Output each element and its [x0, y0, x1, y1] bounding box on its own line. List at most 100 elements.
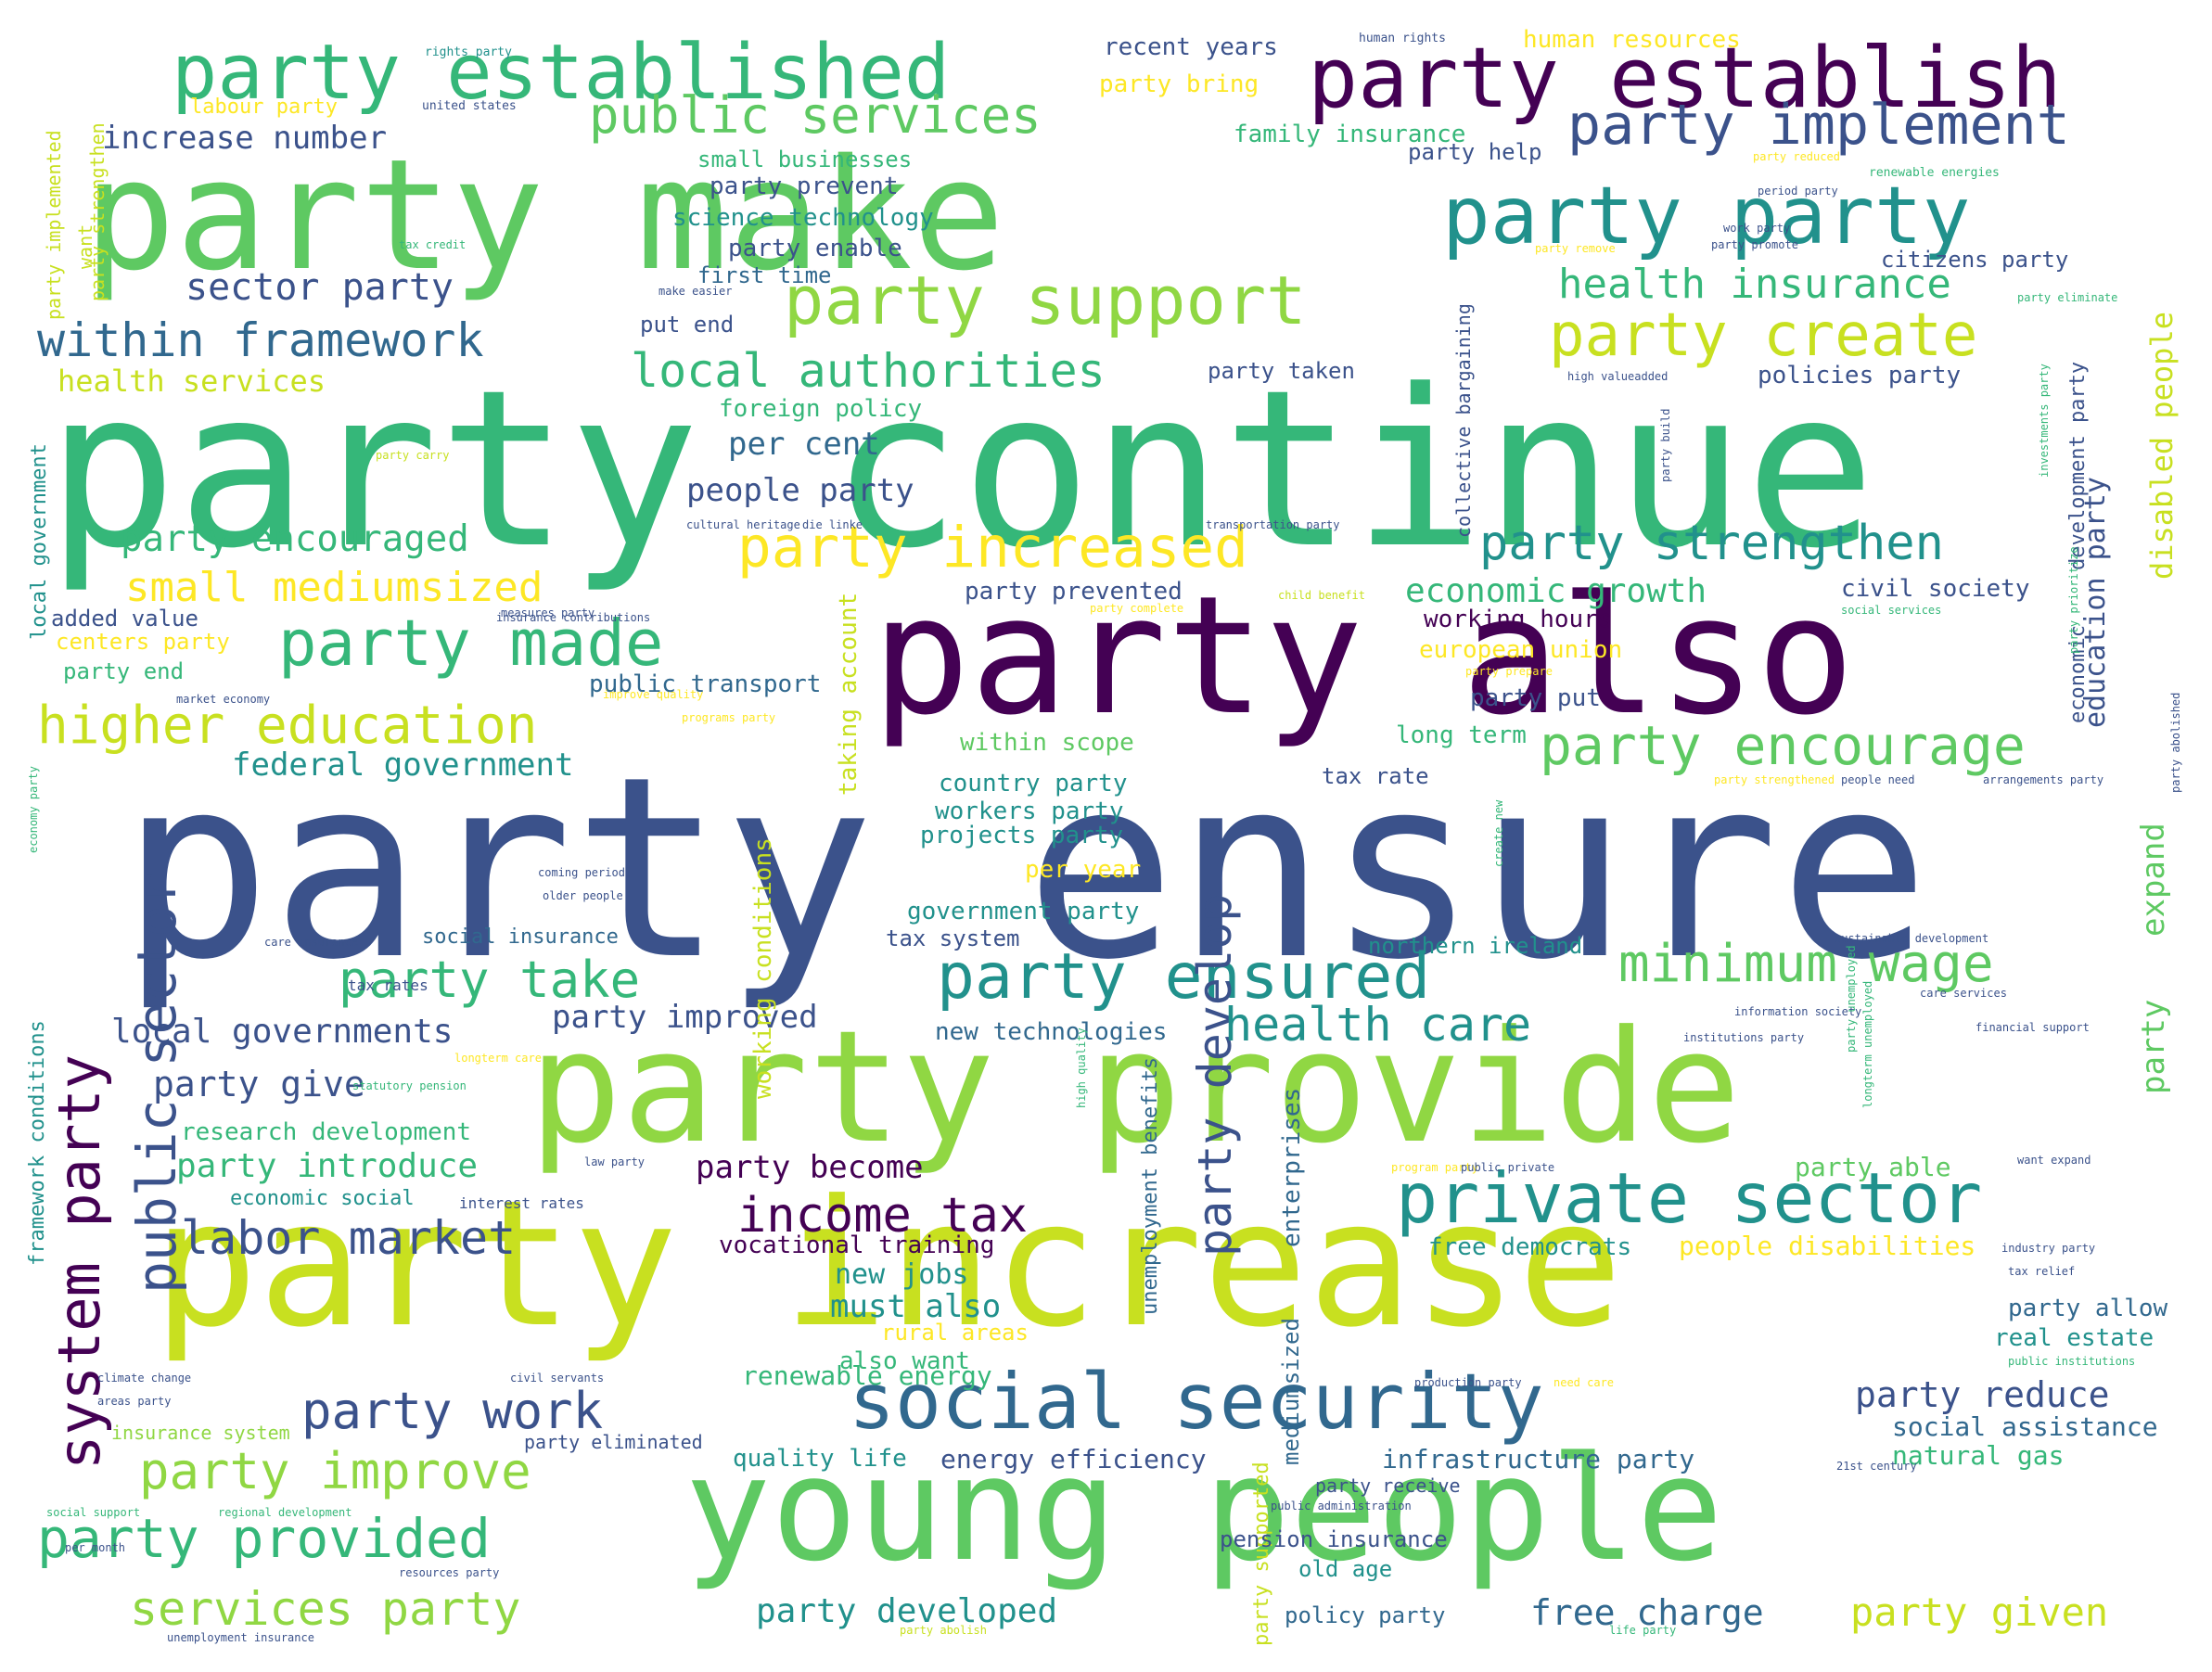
word: public transport [589, 670, 822, 698]
word: party implement [1567, 93, 2070, 158]
word: first time [697, 262, 832, 288]
word: party complete [1090, 602, 1184, 615]
word: free democrats [1428, 1233, 1632, 1261]
word: free charge [1530, 1592, 1764, 1633]
word: longterm care [454, 1052, 542, 1065]
word: climate change [97, 1372, 192, 1385]
word: party prioritize [2067, 546, 2080, 654]
word: local authorities [631, 344, 1106, 398]
word: older people [543, 889, 623, 902]
word: party abolish [900, 1624, 987, 1637]
word: party prevent [710, 172, 899, 200]
word: labour party [190, 96, 338, 119]
word: party also [872, 561, 1855, 751]
word: pension insurance [1220, 1526, 1448, 1552]
word: economy party [27, 766, 40, 853]
word: make easier [658, 285, 733, 298]
word: improve quality [603, 688, 704, 701]
word: research development [181, 1118, 472, 1146]
word: measures party [501, 606, 595, 619]
word: energy efficiency [940, 1444, 1207, 1474]
word: policy party [1285, 1602, 1446, 1628]
word: party allow [2008, 1295, 2168, 1322]
word: science technology [672, 204, 934, 232]
word: coming period [538, 866, 625, 879]
word: cultural heritage [686, 518, 800, 531]
word: people need [1841, 773, 1915, 786]
word: party improved [552, 999, 818, 1036]
word: recent years [1104, 33, 1278, 61]
word: care services [1920, 987, 2007, 1000]
word: party give [153, 1064, 365, 1104]
word: party build [1659, 408, 1672, 482]
word: social services [1841, 604, 1942, 617]
word: tax relief [2008, 1265, 2076, 1278]
word: investments party [2038, 364, 2051, 478]
word: party prevented [965, 578, 1183, 606]
word: interest rates [459, 1194, 584, 1212]
word: civil society [1841, 575, 2030, 603]
word: high quality [1075, 1027, 1088, 1108]
word: period party [1758, 185, 1838, 198]
word: small mediumsized [125, 564, 543, 611]
word: production party [1414, 1376, 1522, 1389]
word: 21st century [1836, 1460, 1917, 1473]
word: party reduce [1855, 1374, 2110, 1415]
word: vocational training [719, 1232, 995, 1259]
word: create new [1492, 799, 1505, 867]
word: party continue [46, 344, 1876, 596]
word: want [74, 223, 96, 269]
word: party given [1850, 1589, 2109, 1635]
word: quality life [733, 1445, 907, 1473]
word: party eliminate [2017, 291, 2118, 304]
word: sector party [185, 266, 454, 309]
word: projects party [920, 822, 1124, 849]
word: party taken [1208, 358, 1355, 384]
word: party supported [1250, 1461, 1273, 1646]
word: party improve [139, 1442, 531, 1500]
word: party increased [737, 515, 1248, 581]
word: development party [2066, 361, 2090, 570]
word: income tax [737, 1188, 1029, 1244]
word: public administration [1271, 1500, 1412, 1512]
word: party implemented [43, 130, 65, 320]
word: insurance system [111, 1422, 290, 1444]
word: northern ireland [1368, 933, 1583, 959]
word: united states [422, 99, 517, 113]
word: party strengthen [1479, 516, 1944, 571]
word: party provide [529, 998, 1742, 1178]
word: working hours [1424, 606, 1613, 633]
word: per year [1025, 856, 1142, 884]
word: private sector [1396, 1157, 1983, 1239]
word: party introduce [176, 1147, 479, 1185]
word: tax system [886, 925, 1020, 951]
word: rights party [425, 45, 512, 59]
word: foreign policy [719, 395, 923, 423]
word: new jobs [835, 1258, 969, 1291]
word: mediumsized [1278, 1318, 1304, 1465]
word: tax credit [399, 238, 467, 251]
word: enterprises [1278, 1087, 1306, 1247]
word: working conditions [749, 837, 777, 1099]
word: citizens party [1881, 247, 2069, 273]
word: longterm unemployed [1861, 980, 1874, 1108]
word: increase number [102, 120, 388, 157]
word: social security [849, 1357, 1544, 1447]
word: long term [1396, 721, 1527, 749]
word: party develop [1188, 893, 1242, 1257]
word: per month [65, 1541, 126, 1554]
word: need care [1554, 1376, 1615, 1389]
word: party abolished [2169, 692, 2182, 793]
word: party strengthen [86, 122, 109, 301]
word: party strengthened [1714, 773, 1835, 786]
word: die linke [802, 518, 863, 531]
word: party enable [728, 235, 902, 262]
word: collective bargaining [1452, 303, 1475, 538]
word: institutions party [1683, 1031, 1805, 1044]
word: social assistance [1892, 1411, 2158, 1442]
word: renewable energy [742, 1360, 992, 1391]
word: party eliminated [524, 1431, 703, 1453]
word: transportation party [1206, 518, 1340, 531]
word: child benefit [1278, 589, 1365, 602]
word: party bring [1099, 70, 1259, 98]
